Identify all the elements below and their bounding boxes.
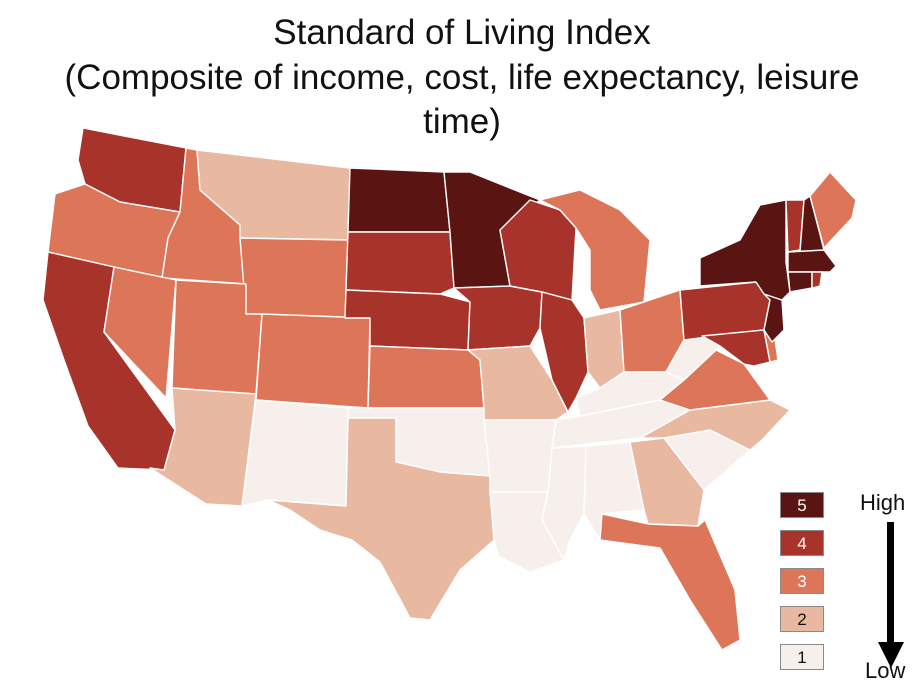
legend-low-label: Low bbox=[865, 658, 906, 683]
legend-arrow-shaft bbox=[887, 522, 894, 646]
state-new-mexico bbox=[241, 399, 349, 507]
map-title-line-3: time) bbox=[423, 102, 501, 141]
legend-label-1: 1 bbox=[797, 648, 807, 667]
state-north-dakota bbox=[347, 167, 451, 233]
legend-swatch-4: 4 bbox=[780, 530, 824, 556]
state-massachusetts bbox=[787, 249, 837, 273]
legend-swatch-5: 5 bbox=[780, 492, 824, 518]
state-kansas bbox=[367, 345, 485, 409]
legend-arrow-down-icon bbox=[878, 642, 904, 668]
legend-label-4: 4 bbox=[797, 534, 807, 553]
legend-swatch-2: 2 bbox=[780, 606, 824, 632]
state-colorado bbox=[255, 313, 371, 409]
legend-label-5: 5 bbox=[797, 496, 807, 515]
state-wisconsin bbox=[499, 199, 577, 301]
legend-label-3: 3 bbox=[797, 572, 807, 591]
state-michigan bbox=[539, 189, 651, 311]
state-connecticut bbox=[787, 271, 813, 293]
state-nevada bbox=[103, 266, 177, 399]
legend-swatch-3: 3 bbox=[780, 568, 824, 594]
state-rhode-island bbox=[811, 271, 823, 289]
state-arkansas bbox=[483, 419, 557, 493]
legend-label-2: 2 bbox=[797, 610, 807, 629]
state-south-dakota bbox=[345, 231, 455, 295]
legend-swatch-1: 1 bbox=[780, 644, 824, 670]
map-title-line-2: (Composite of income, cost, life expecta… bbox=[64, 58, 860, 97]
map-title-line-1: Standard of Living Index bbox=[273, 13, 651, 52]
state-texas bbox=[267, 417, 495, 621]
state-wyoming bbox=[239, 237, 349, 319]
state-maine bbox=[809, 171, 857, 249]
legend-high-label: High bbox=[860, 490, 906, 515]
state-florida bbox=[599, 513, 741, 651]
